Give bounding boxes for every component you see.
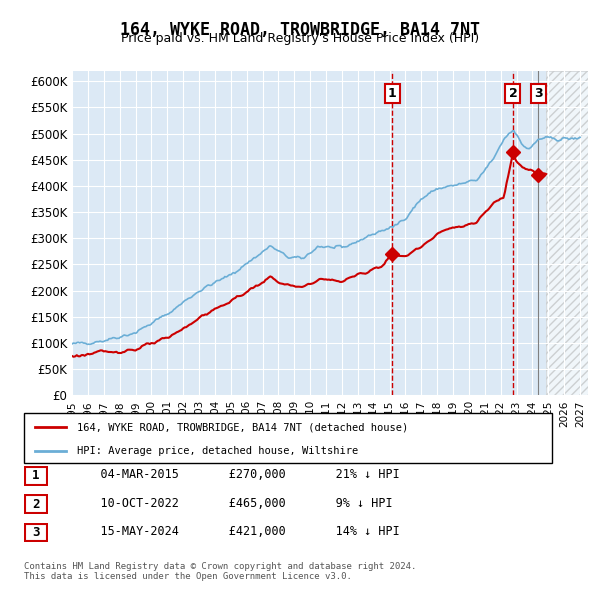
Text: 2: 2: [32, 497, 40, 511]
Bar: [546, 71, 588, 395]
Text: Contains HM Land Registry data © Crown copyright and database right 2024.
This d: Contains HM Land Registry data © Crown c…: [24, 562, 416, 581]
Text: 2: 2: [509, 87, 517, 100]
FancyBboxPatch shape: [25, 467, 47, 484]
Text: 1: 1: [388, 87, 397, 100]
Text: 04-MAR-2015       £270,000       21% ↓ HPI: 04-MAR-2015 £270,000 21% ↓ HPI: [72, 468, 400, 481]
Text: HPI: Average price, detached house, Wiltshire: HPI: Average price, detached house, Wilt…: [77, 445, 358, 455]
Text: 3: 3: [534, 87, 542, 100]
FancyBboxPatch shape: [25, 524, 47, 541]
FancyBboxPatch shape: [25, 496, 47, 513]
Text: 10-OCT-2022       £465,000       9% ↓ HPI: 10-OCT-2022 £465,000 9% ↓ HPI: [72, 497, 392, 510]
Text: 15-MAY-2024       £421,000       14% ↓ HPI: 15-MAY-2024 £421,000 14% ↓ HPI: [72, 525, 400, 538]
Bar: [546, 71, 588, 395]
Text: 3: 3: [32, 526, 40, 539]
FancyBboxPatch shape: [24, 413, 552, 463]
Text: 164, WYKE ROAD, TROWBRIDGE, BA14 7NT: 164, WYKE ROAD, TROWBRIDGE, BA14 7NT: [120, 21, 480, 39]
Text: 164, WYKE ROAD, TROWBRIDGE, BA14 7NT (detached house): 164, WYKE ROAD, TROWBRIDGE, BA14 7NT (de…: [77, 422, 408, 432]
Text: 1: 1: [32, 469, 40, 483]
Text: Price paid vs. HM Land Registry's House Price Index (HPI): Price paid vs. HM Land Registry's House …: [121, 32, 479, 45]
